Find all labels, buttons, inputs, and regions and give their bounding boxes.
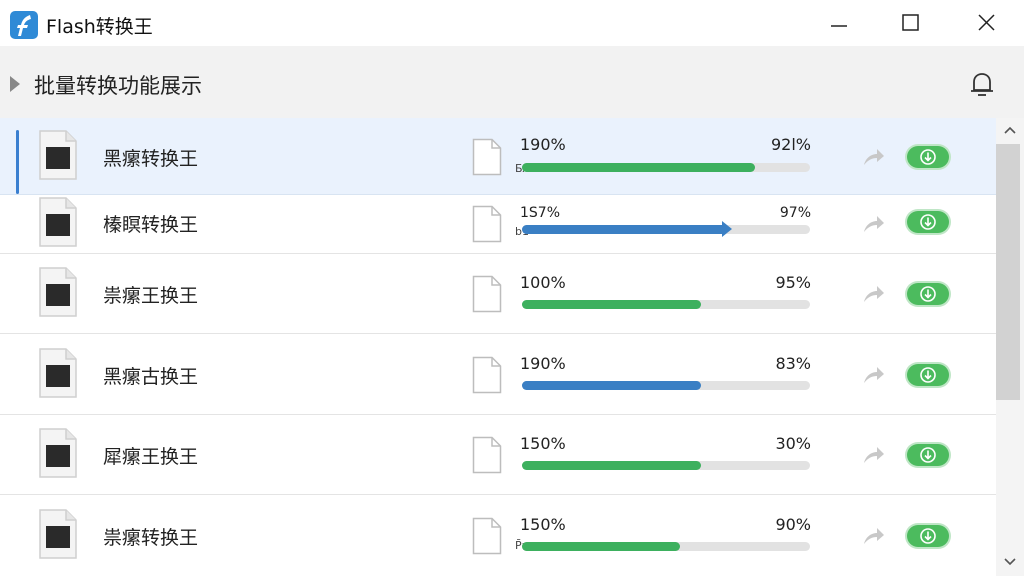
document-icon: [472, 275, 502, 313]
percent-right: 92l%: [770, 135, 811, 154]
share-icon[interactable]: [862, 147, 886, 167]
video-file-icon: [39, 428, 77, 478]
progress-track: [522, 461, 810, 470]
scroll-down-button[interactable]: [996, 550, 1024, 574]
percent-left: 190%: [520, 354, 566, 373]
video-file-icon: [39, 348, 77, 398]
video-file-icon: [39, 197, 77, 247]
file-name: 犀瘰王换王: [103, 446, 199, 468]
expand-arrow-icon[interactable]: [10, 76, 20, 92]
convert-toggle[interactable]: [907, 283, 949, 305]
share-icon[interactable]: [862, 214, 886, 234]
page-title: 批量转换功能展示: [34, 74, 202, 98]
file-name: 黑瘰古换王: [103, 366, 199, 388]
format-label: P̄r: [515, 539, 527, 552]
bell-icon: [971, 73, 993, 96]
flash-app-icon: [10, 11, 38, 39]
minimize-icon: [831, 25, 847, 27]
download-icon: [920, 149, 936, 165]
download-icon: [920, 528, 936, 544]
window-title: Flash转换王: [46, 16, 153, 38]
progress-fill: [522, 381, 701, 390]
conversion-list: 黑瘰转换王 БΛ 190% 92l% 榛瞑转换王: [0, 118, 996, 576]
progress-fill: [522, 461, 701, 470]
close-button[interactable]: [968, 8, 1004, 38]
percent-right: 30%: [775, 434, 811, 453]
document-icon: [472, 517, 502, 555]
percent-left: 190%: [520, 135, 566, 154]
progress-arrow-tip: [721, 221, 732, 237]
share-icon[interactable]: [862, 365, 886, 385]
percent-right: 83%: [775, 354, 811, 373]
selection-indicator: [16, 130, 19, 194]
percent-left: 100%: [520, 273, 566, 292]
progress-fill: [522, 300, 701, 309]
percent-left: 150%: [520, 434, 566, 453]
video-file-icon: [39, 509, 77, 559]
progress-track: [522, 381, 810, 390]
percent-right: 95%: [775, 273, 811, 292]
section-header: 批量转换功能展示: [0, 46, 1024, 119]
video-file-icon: [39, 267, 77, 317]
progress-fill: [522, 221, 732, 237]
document-icon: [472, 138, 502, 176]
download-icon: [920, 447, 936, 463]
convert-toggle[interactable]: [907, 364, 949, 386]
chevron-down-icon: [1004, 558, 1016, 566]
convert-toggle[interactable]: [907, 146, 949, 168]
progress-track: [522, 221, 810, 237]
chevron-up-icon: [1004, 126, 1016, 134]
close-icon: [978, 14, 995, 31]
list-item[interactable]: 犀瘰王换王 150% 30%: [0, 415, 996, 495]
file-name: 榛瞑转换王: [103, 214, 199, 236]
list-item[interactable]: 榛瞑转换王 b1 1S7% 97%: [0, 195, 996, 254]
download-icon: [920, 286, 936, 302]
progress-fill: [522, 163, 756, 172]
share-icon[interactable]: [862, 445, 886, 465]
percent-right: 90%: [775, 515, 811, 534]
progress-track: [522, 542, 810, 551]
download-icon: [920, 214, 936, 230]
document-icon: [472, 356, 502, 394]
progress-fill: [522, 542, 681, 551]
file-name: 祟瘰王换王: [103, 285, 199, 307]
convert-toggle[interactable]: [907, 444, 949, 466]
convert-toggle[interactable]: [907, 525, 949, 547]
scrollbar-thumb[interactable]: [996, 144, 1020, 400]
percent-left: 1S7%: [520, 205, 561, 221]
convert-toggle[interactable]: [907, 211, 949, 233]
document-icon: [472, 205, 502, 243]
scroll-up-button[interactable]: [996, 118, 1024, 142]
share-icon[interactable]: [862, 284, 886, 304]
download-icon: [920, 367, 936, 383]
percent-left: 150%: [520, 515, 566, 534]
progress-track: [522, 163, 810, 172]
maximize-icon: [902, 14, 919, 31]
list-item[interactable]: 黑瘰古换王 190% 83%: [0, 334, 996, 415]
progress-track: [522, 300, 810, 309]
list-item[interactable]: 祟瘰王换王 100% 95%: [0, 254, 996, 334]
list-item[interactable]: 黑瘰转换王 БΛ 190% 92l%: [0, 118, 996, 195]
minimize-button[interactable]: [821, 8, 857, 38]
title-bar: Flash转换王: [0, 0, 1024, 46]
video-file-icon: [39, 130, 77, 180]
document-icon: [472, 436, 502, 474]
share-icon[interactable]: [862, 526, 886, 546]
notification-button[interactable]: [966, 68, 998, 100]
list-item[interactable]: 祟瘰转换王 P̄r 150% 90%: [0, 495, 996, 576]
file-name: 黑瘰转换王: [103, 148, 199, 170]
maximize-button[interactable]: [893, 8, 929, 38]
file-name: 祟瘰转换王: [103, 527, 199, 549]
percent-right: 97%: [779, 205, 811, 221]
